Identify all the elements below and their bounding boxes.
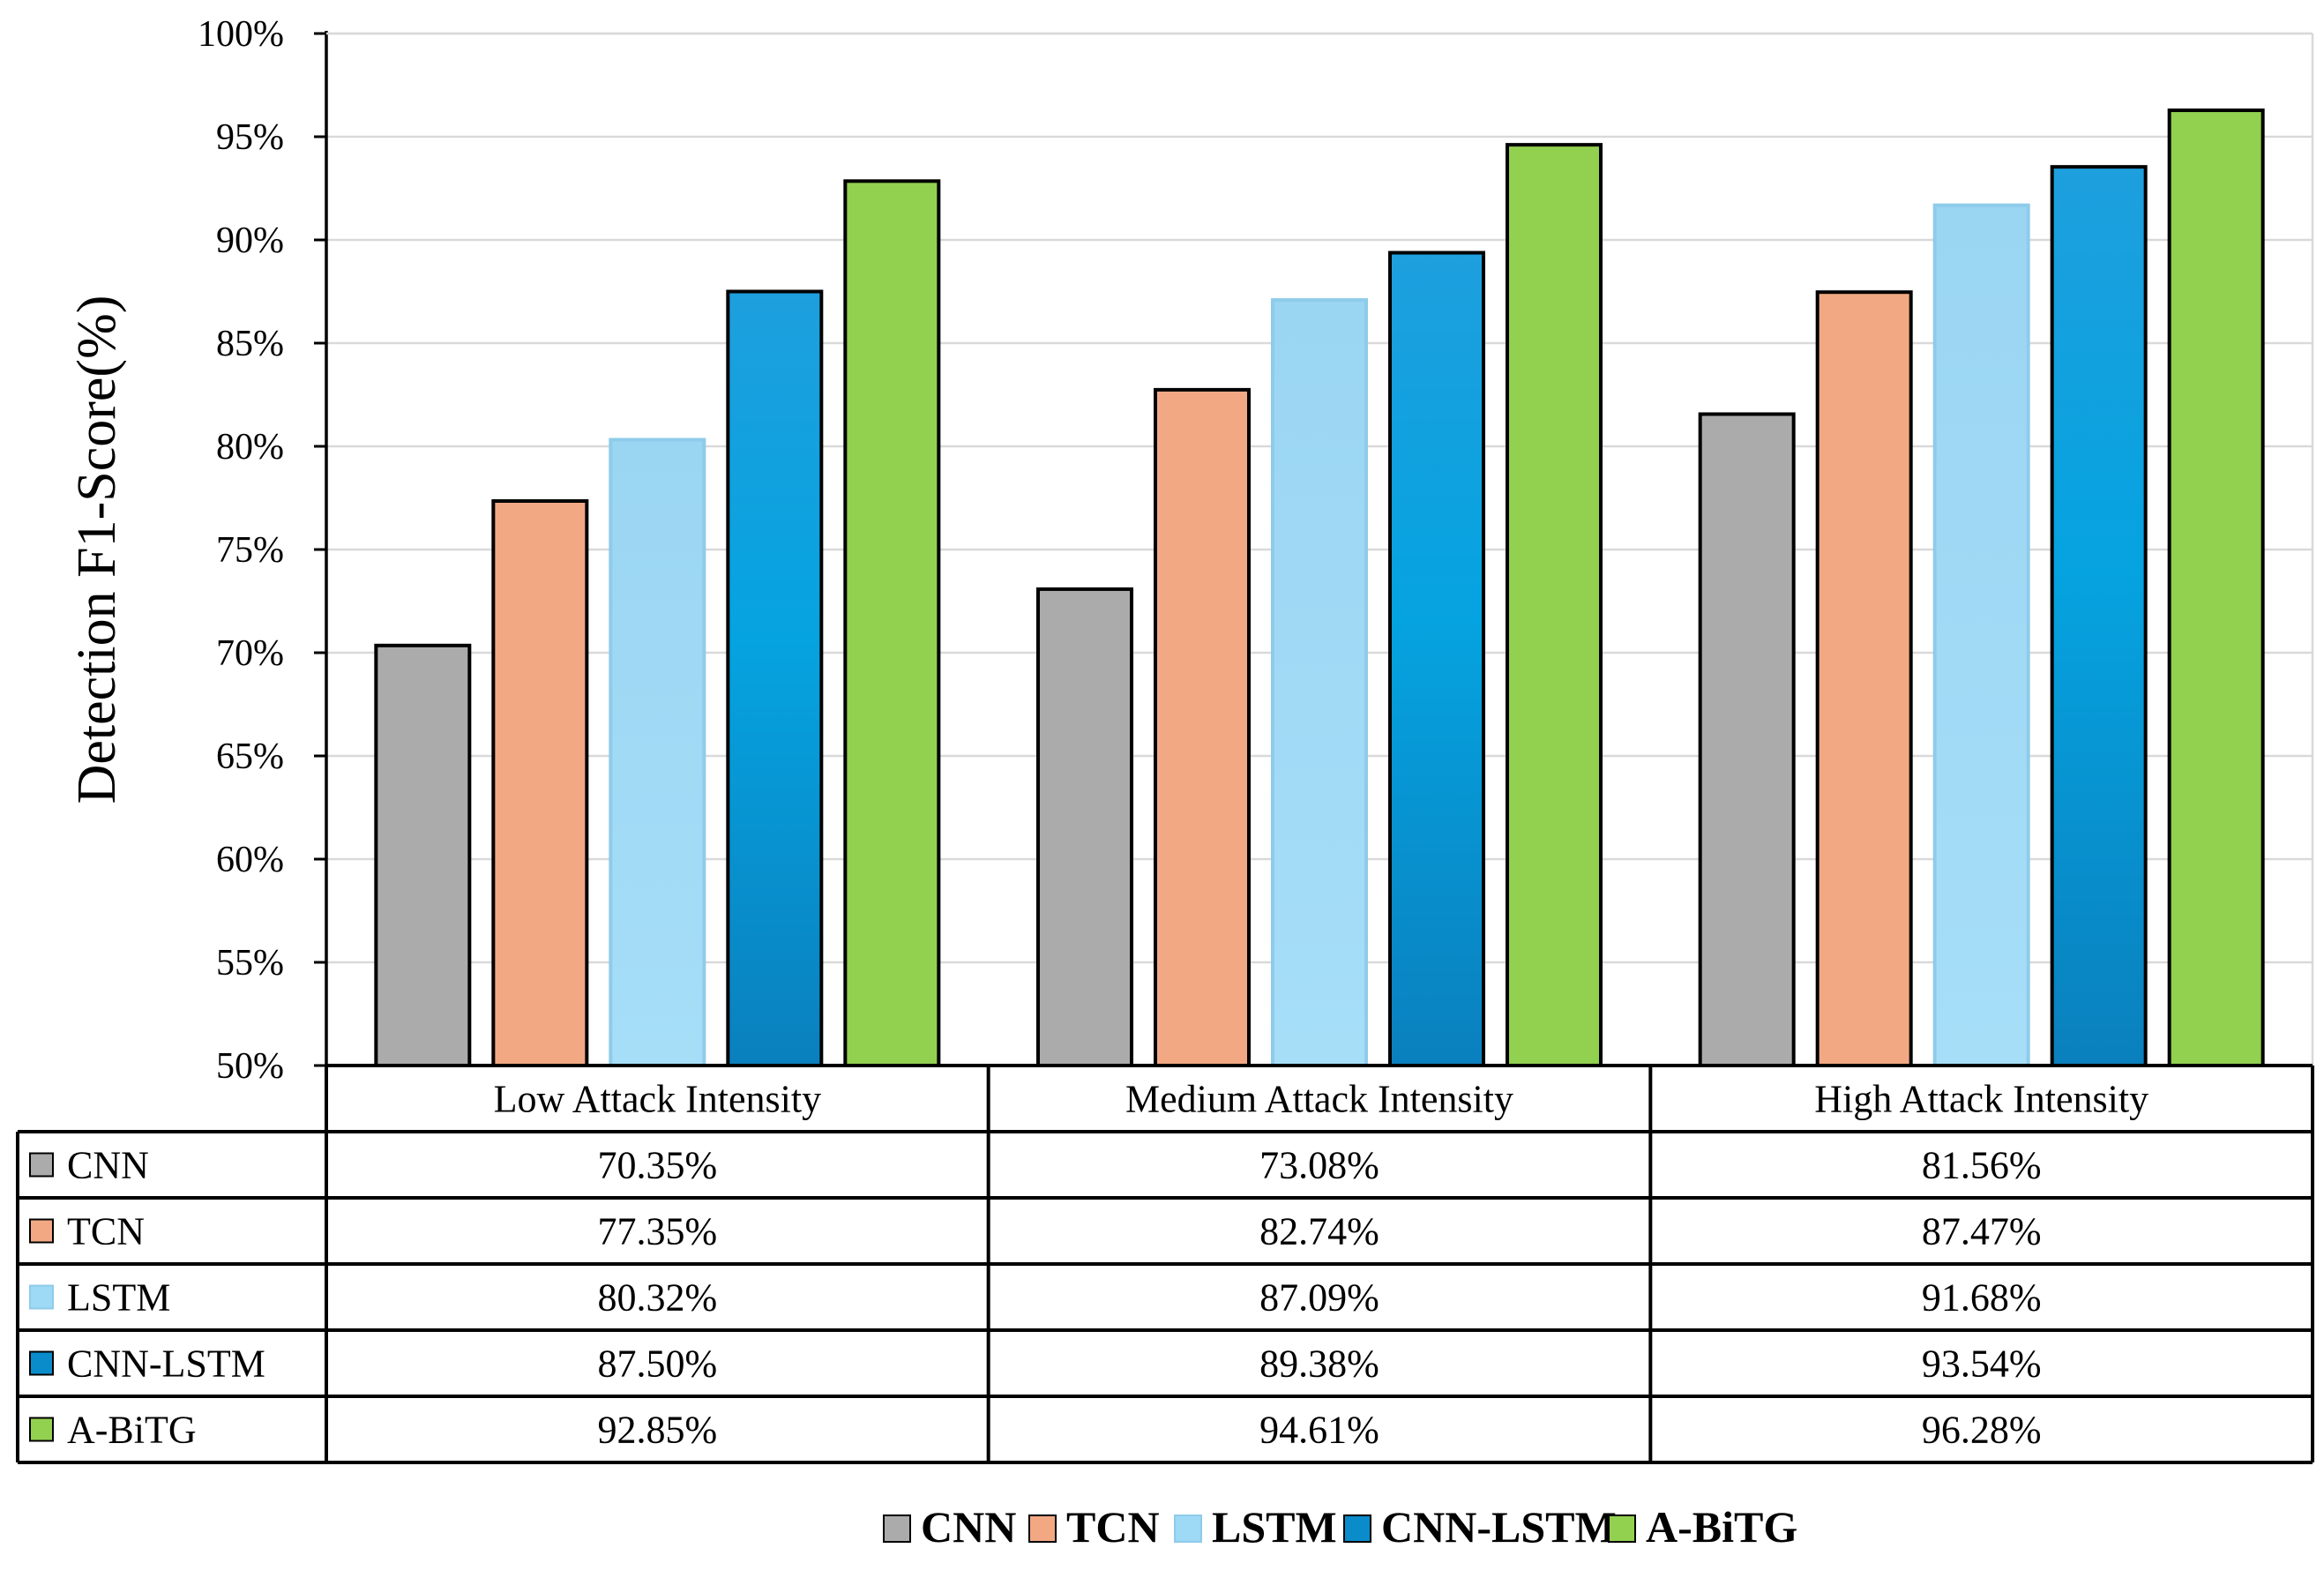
table-legend-key-a-bitg bbox=[29, 1417, 54, 1442]
table-row-label-lstm: LSTM bbox=[67, 1276, 170, 1320]
table-row-label-tcn: TCN bbox=[67, 1210, 145, 1253]
bar-a-bitg-high-attack-intensity bbox=[2167, 108, 2265, 1068]
legend-key-cnn bbox=[883, 1514, 911, 1543]
legend-key-lstm bbox=[1174, 1514, 1202, 1543]
y-tick-label: 80% bbox=[216, 427, 284, 467]
bar-lstm-high-attack-intensity bbox=[1932, 203, 2030, 1068]
table-row-label-cnn-lstm: CNN-LSTM bbox=[67, 1342, 265, 1386]
bar-cnn-low-attack-intensity bbox=[374, 643, 472, 1067]
bar-lstm-medium-attack-intensity bbox=[1271, 298, 1368, 1067]
legend-label-cnn: CNN bbox=[921, 1502, 1016, 1552]
bar-tcn-low-attack-intensity bbox=[491, 499, 589, 1067]
category-label-low-attack-intensity: Low Attack Intensity bbox=[494, 1078, 822, 1121]
bar-a-bitg-low-attack-intensity bbox=[843, 179, 941, 1067]
y-tick-label: 90% bbox=[216, 221, 284, 261]
bars bbox=[374, 108, 2265, 1068]
category-label-high-attack-intensity: High Attack Intensity bbox=[1814, 1078, 2148, 1121]
category-label-medium-attack-intensity: Medium Attack Intensity bbox=[1125, 1078, 1513, 1121]
data-label-a-bitg-high-attack-intensity: 96.28% bbox=[1922, 1409, 2042, 1452]
y-axis-label: Detection F1-Score(%) bbox=[67, 295, 127, 804]
legend-key-tcn bbox=[1028, 1514, 1057, 1543]
legend-key-cnn-lstm bbox=[1343, 1514, 1371, 1543]
legend-label-a-bitg: A-BiTG bbox=[1646, 1502, 1797, 1552]
y-tick-label: 100% bbox=[198, 14, 284, 55]
data-label-lstm-medium-attack-intensity: 87.09% bbox=[1259, 1276, 1379, 1320]
data-label-lstm-low-attack-intensity: 80.32% bbox=[598, 1276, 718, 1320]
legend-key-a-bitg bbox=[1608, 1514, 1636, 1543]
y-tick-label: 95% bbox=[216, 117, 284, 158]
data-label-tcn-low-attack-intensity: 77.35% bbox=[598, 1210, 718, 1253]
data-label-cnn-lstm-high-attack-intensity: 93.54% bbox=[1922, 1342, 2042, 1386]
table-legend-key-lstm bbox=[29, 1284, 54, 1310]
bar-cnn-medium-attack-intensity bbox=[1036, 587, 1133, 1067]
data-label-cnn-low-attack-intensity: 70.35% bbox=[598, 1144, 718, 1187]
bar-cnn-high-attack-intensity bbox=[1698, 412, 1796, 1068]
table-row-label-cnn: CNN bbox=[67, 1144, 149, 1187]
y-tick-label: 60% bbox=[216, 840, 284, 880]
axes: 50% 55% 60% 65% 70% 75% 80% 85% 90% 95% 100% Detect… bbox=[67, 14, 2314, 1087]
data-label-a-bitg-medium-attack-intensity: 94.61% bbox=[1259, 1409, 1379, 1452]
data-label-cnn-high-attack-intensity: 81.56% bbox=[1922, 1144, 2042, 1187]
data-label-lstm-high-attack-intensity: 91.68% bbox=[1922, 1276, 2042, 1320]
data-label-cnn-lstm-low-attack-intensity: 87.50% bbox=[598, 1342, 718, 1386]
data-label-a-bitg-low-attack-intensity: 92.85% bbox=[598, 1409, 718, 1452]
legend-label-lstm: LSTM bbox=[1212, 1502, 1337, 1552]
bar-cnn-lstm-high-attack-intensity bbox=[2050, 165, 2148, 1067]
data-label-tcn-medium-attack-intensity: 82.74% bbox=[1259, 1210, 1379, 1253]
table-row-label-a-bitg: A-BiTG bbox=[67, 1409, 197, 1452]
legend-label-tcn: TCN bbox=[1066, 1502, 1160, 1552]
legend-label-cnn-lstm: CNN-LSTM bbox=[1381, 1502, 1617, 1552]
table-legend-key-cnn bbox=[29, 1152, 54, 1178]
bar-a-bitg-medium-attack-intensity bbox=[1506, 143, 1603, 1068]
data-label-cnn-lstm-medium-attack-intensity: 89.38% bbox=[1259, 1342, 1379, 1386]
data-label-cnn-medium-attack-intensity: 73.08% bbox=[1259, 1144, 1379, 1187]
data-label-tcn-high-attack-intensity: 87.47% bbox=[1922, 1210, 2042, 1253]
y-tick-label: 65% bbox=[216, 737, 284, 777]
y-tick-label: 85% bbox=[216, 324, 284, 364]
bar-tcn-high-attack-intensity bbox=[1815, 290, 1913, 1067]
y-tick-label: 75% bbox=[216, 530, 284, 571]
y-tick-label: 50% bbox=[216, 1046, 284, 1087]
table-legend-key-tcn bbox=[29, 1218, 54, 1244]
data-table: Low Attack Intensity Medium Attack Intens… bbox=[16, 1064, 2314, 1464]
bar-tcn-medium-attack-intensity bbox=[1154, 387, 1251, 1068]
y-tick-label: 70% bbox=[216, 633, 284, 674]
table-legend-key-cnn-lstm bbox=[29, 1350, 54, 1376]
y-tick-label: 55% bbox=[216, 943, 284, 983]
bar-cnn-lstm-medium-attack-intensity bbox=[1388, 251, 1485, 1067]
bar-lstm-low-attack-intensity bbox=[609, 438, 706, 1067]
bar-cnn-lstm-low-attack-intensity bbox=[726, 289, 824, 1067]
legend: CNN TCN LSTM CNN-LSTM A-BiTG bbox=[883, 1502, 1797, 1552]
